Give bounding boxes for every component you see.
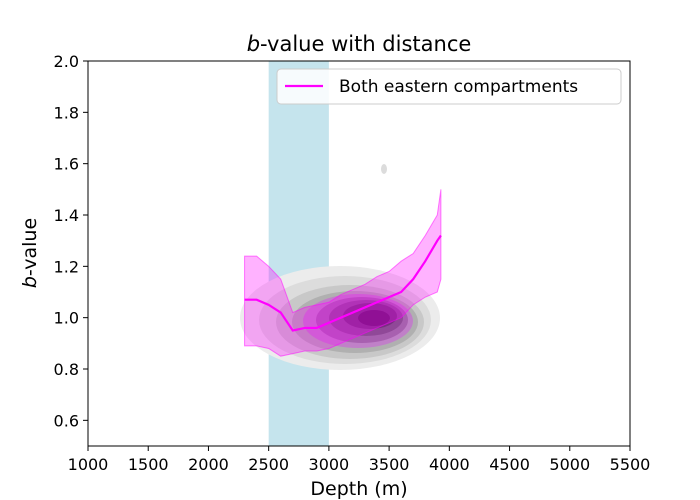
plot-area <box>88 61 630 446</box>
y-tick-label: 1.0 <box>54 309 79 328</box>
x-tick-label: 5500 <box>610 455 651 474</box>
y-tick-label: 1.8 <box>54 103 79 122</box>
density-outlier <box>381 164 387 174</box>
y-axis-label: b-value <box>19 218 41 288</box>
series-line-both-eastern <box>244 234 442 332</box>
x-axis: 1000 1500 2000 2500 3000 3500 4000 4500 5000 5500 <box>68 446 651 474</box>
plot-frame <box>87 60 631 447</box>
legend-label: Both eastern compartments <box>339 77 578 97</box>
y-tick-label: 1.2 <box>54 257 79 276</box>
y-axis: 0.6 0.8 1.0 1.2 1.4 1.6 1.8 2.0 <box>54 52 88 430</box>
legend-box <box>276 68 622 105</box>
confidence-band <box>244 189 442 357</box>
y-tick-label: 0.8 <box>54 360 79 379</box>
density-contours <box>240 164 440 370</box>
y-tick-label: 2.0 <box>54 52 79 71</box>
legend: Both eastern compartments <box>276 68 622 105</box>
depth-highlight-band <box>268 61 329 446</box>
x-tick-label: 3500 <box>369 455 410 474</box>
y-tick-label: 1.4 <box>54 206 79 225</box>
x-tick-label: 2000 <box>188 455 229 474</box>
density-level-9 <box>358 310 390 326</box>
x-axis-label: Depth (m) <box>310 478 407 500</box>
x-tick-label: 3000 <box>309 455 350 474</box>
chart-title: b-value with distance <box>247 32 472 56</box>
y-tick-label: 0.6 <box>54 411 79 430</box>
x-tick-label: 2500 <box>248 455 289 474</box>
x-tick-label: 1500 <box>128 455 169 474</box>
x-tick-label: 1000 <box>68 455 109 474</box>
x-tick-label: 4000 <box>429 455 470 474</box>
x-tick-label: 4500 <box>489 455 530 474</box>
x-tick-label: 5000 <box>549 455 590 474</box>
y-tick-label: 1.6 <box>54 155 79 174</box>
